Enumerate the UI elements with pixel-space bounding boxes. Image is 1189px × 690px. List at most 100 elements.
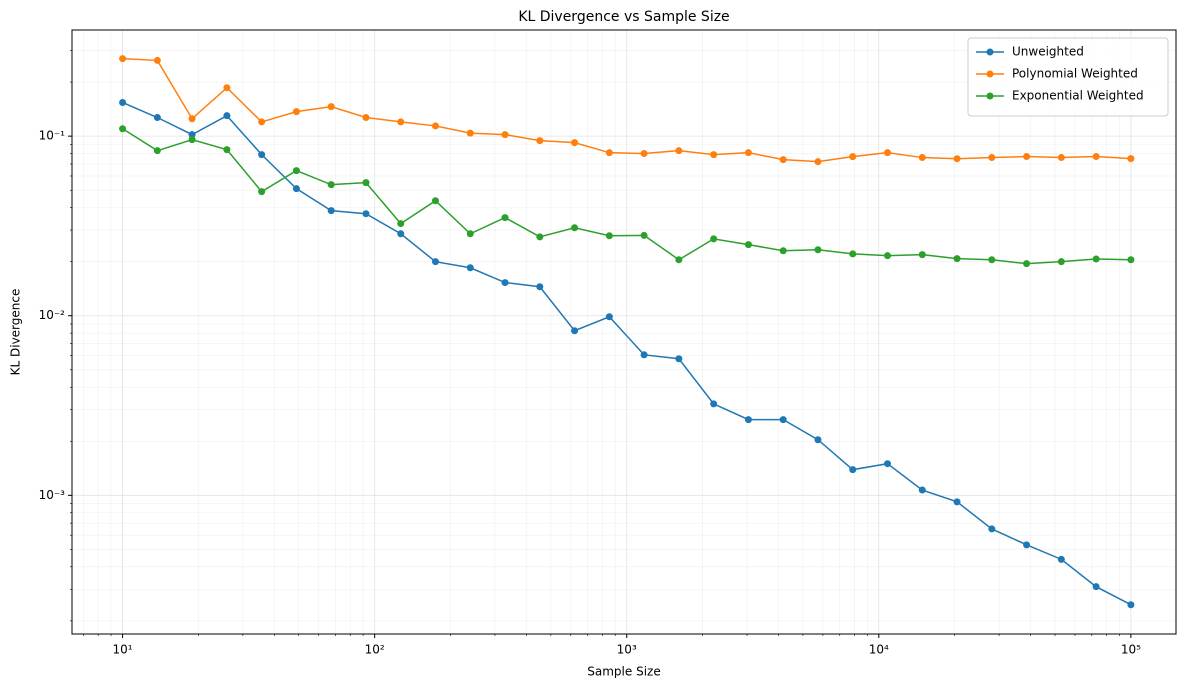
- x-tick-label: 10⁴: [869, 643, 889, 657]
- data-point: [188, 131, 196, 139]
- data-point: [501, 214, 509, 222]
- data-point: [779, 247, 787, 255]
- data-point: [327, 207, 335, 215]
- data-point: [292, 108, 300, 116]
- data-point: [153, 114, 161, 122]
- y-axis-label: KL Divergence: [9, 289, 23, 376]
- data-point: [1092, 583, 1100, 591]
- data-point: [640, 351, 648, 359]
- data-point: [571, 224, 579, 232]
- data-point: [466, 264, 474, 272]
- data-point: [153, 56, 161, 64]
- data-point: [814, 246, 822, 254]
- y-tick-label: 10⁻³: [39, 488, 66, 502]
- data-point: [1023, 541, 1031, 549]
- data-point: [362, 210, 370, 218]
- data-point: [918, 154, 926, 162]
- data-point: [814, 436, 822, 444]
- x-tick-label: 10³: [617, 643, 637, 657]
- legend-marker: [986, 48, 994, 56]
- data-point: [814, 158, 822, 166]
- data-point: [1127, 256, 1135, 264]
- data-point: [431, 258, 439, 266]
- data-point: [710, 400, 718, 408]
- data-point: [849, 466, 857, 474]
- data-point: [153, 147, 161, 155]
- legend-marker: [986, 70, 994, 78]
- y-tick-label: 10⁻¹: [39, 129, 66, 143]
- data-point: [883, 252, 891, 260]
- legend-box: [967, 37, 1169, 117]
- data-point: [327, 103, 335, 111]
- data-point: [188, 115, 196, 123]
- data-point: [1057, 258, 1065, 266]
- data-point: [849, 153, 857, 161]
- legend-label: Exponential Weighted: [1012, 89, 1144, 103]
- data-point: [536, 137, 544, 145]
- data-point: [918, 486, 926, 494]
- data-point: [223, 84, 231, 92]
- data-point: [988, 525, 996, 533]
- data-point: [988, 256, 996, 264]
- data-point: [988, 154, 996, 162]
- data-point: [605, 313, 613, 321]
- data-point: [1127, 601, 1135, 609]
- data-point: [953, 155, 961, 163]
- data-point: [605, 149, 613, 157]
- data-point: [1057, 555, 1065, 563]
- x-tick-label: 10²: [365, 643, 385, 657]
- legend-label: Unweighted: [1012, 45, 1084, 59]
- data-point: [640, 150, 648, 158]
- data-point: [1057, 154, 1065, 162]
- legend-marker: [986, 92, 994, 100]
- data-point: [119, 98, 127, 106]
- series-line: [122, 101, 1132, 606]
- data-point: [119, 125, 127, 133]
- data-point: [953, 255, 961, 263]
- data-point: [953, 498, 961, 506]
- data-point: [501, 131, 509, 139]
- data-point: [466, 230, 474, 238]
- data-point: [327, 181, 335, 189]
- data-point: [1092, 153, 1100, 161]
- data-point: [223, 146, 231, 154]
- data-point: [119, 55, 127, 63]
- data-point: [640, 231, 648, 239]
- data-point: [1023, 260, 1031, 268]
- data-point: [397, 230, 405, 238]
- data-point: [744, 416, 752, 424]
- x-axis-label: Sample Size: [587, 665, 660, 679]
- data-point: [431, 122, 439, 130]
- data-point: [744, 149, 752, 157]
- data-point: [883, 149, 891, 157]
- data-point: [710, 235, 718, 243]
- data-point: [1023, 153, 1031, 161]
- data-point: [883, 460, 891, 468]
- data-point: [779, 416, 787, 424]
- data-point: [918, 251, 926, 259]
- data-point: [536, 233, 544, 241]
- data-point: [1127, 155, 1135, 163]
- data-point: [675, 147, 683, 155]
- chart-title: KL Divergence vs Sample Size: [518, 9, 729, 25]
- data-point: [744, 241, 752, 249]
- data-point: [188, 136, 196, 144]
- plot-frame: [71, 29, 1177, 635]
- data-point: [675, 256, 683, 264]
- x-tick-label: 10¹: [113, 643, 133, 657]
- data-point: [571, 139, 579, 147]
- series-line: [122, 128, 1131, 265]
- data-point: [258, 188, 266, 196]
- data-point: [466, 129, 474, 137]
- data-point: [258, 118, 266, 126]
- data-point: [397, 118, 405, 126]
- legend-label: Polynomial Weighted: [1012, 67, 1138, 81]
- data-point: [849, 250, 857, 258]
- data-point: [710, 151, 718, 159]
- data-point: [779, 156, 787, 164]
- data-point: [571, 327, 579, 335]
- data-point: [675, 355, 683, 363]
- x-tick-label: 10⁵: [1121, 643, 1141, 657]
- data-point: [501, 279, 509, 287]
